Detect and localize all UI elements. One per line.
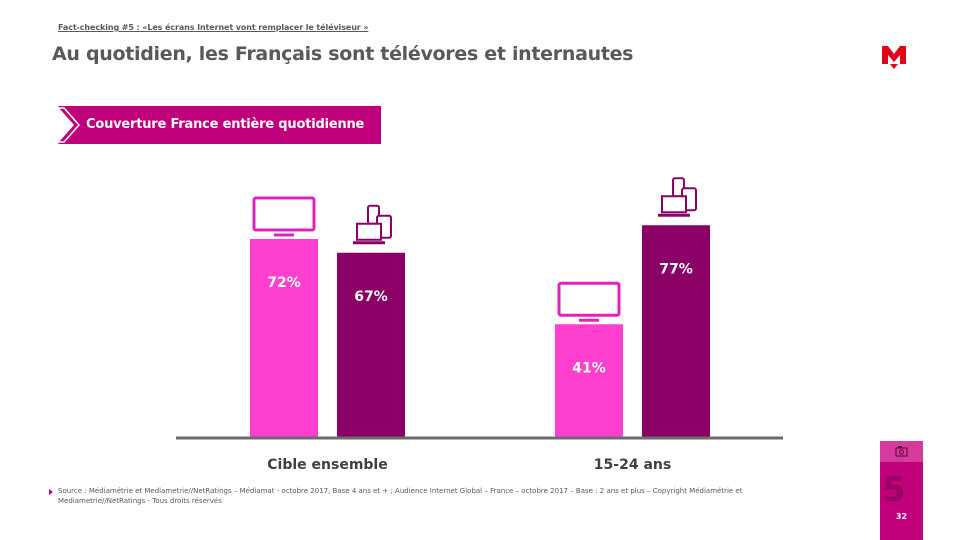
data-label: 72% (267, 275, 301, 291)
category-label: Cible ensemble (267, 457, 387, 473)
data-label: 67% (354, 289, 388, 305)
camera-icon (895, 446, 908, 457)
section-number: 5 (882, 470, 906, 510)
section-banner (48, 106, 381, 144)
bar-tv-2 (555, 324, 623, 437)
multiscreen-icon (353, 204, 392, 245)
source-marker (49, 489, 53, 495)
media-logo-icon (882, 46, 906, 69)
bar-internet-1 (337, 252, 405, 437)
tv-icon (557, 281, 621, 322)
kicker-text: Fact-checking #5 : «Les écrans Internet … (58, 23, 369, 32)
data-label: 41% (572, 360, 606, 376)
side-tab-top (880, 441, 923, 462)
multiscreen-icon (658, 177, 697, 217)
category-label: 15-24 ans (594, 457, 671, 473)
data-label: 77% (659, 261, 693, 277)
source-note: Source : Médiamétrie et Mediametrie//Net… (58, 487, 743, 505)
tv-icon (252, 196, 316, 237)
bar-internet-2 (642, 225, 710, 437)
page-number: 32 (895, 512, 908, 521)
section-banner-label: Couverture France entière quotidienne (86, 117, 365, 132)
bar-tv-1 (250, 239, 318, 437)
page-title: Au quotidien, les Français sont télévore… (52, 43, 634, 65)
